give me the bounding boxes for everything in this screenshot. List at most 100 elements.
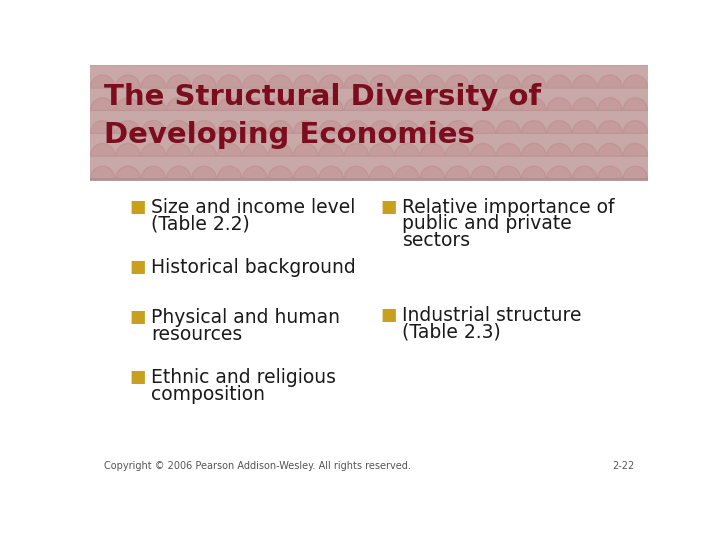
Polygon shape (547, 166, 572, 179)
Polygon shape (471, 120, 495, 133)
Polygon shape (217, 120, 242, 133)
Text: Physical and human: Physical and human (151, 308, 341, 327)
Polygon shape (471, 144, 495, 156)
Polygon shape (294, 120, 318, 133)
Polygon shape (420, 166, 444, 179)
Text: sectors: sectors (402, 231, 471, 250)
Polygon shape (496, 98, 521, 110)
Polygon shape (268, 144, 292, 156)
Polygon shape (268, 98, 292, 110)
Text: Size and income level: Size and income level (151, 198, 356, 217)
Polygon shape (420, 144, 444, 156)
Text: (Table 2.2): (Table 2.2) (151, 214, 250, 233)
Polygon shape (141, 166, 166, 179)
Polygon shape (547, 98, 572, 110)
Polygon shape (496, 144, 521, 156)
Polygon shape (420, 75, 444, 87)
Polygon shape (547, 75, 572, 87)
Polygon shape (319, 144, 343, 156)
Polygon shape (572, 75, 597, 87)
Polygon shape (547, 120, 572, 133)
Polygon shape (166, 166, 191, 179)
Polygon shape (598, 144, 622, 156)
Polygon shape (369, 166, 394, 179)
Polygon shape (116, 144, 140, 156)
Polygon shape (446, 98, 470, 110)
Polygon shape (598, 75, 622, 87)
Text: composition: composition (151, 385, 266, 404)
Polygon shape (522, 98, 546, 110)
Polygon shape (294, 144, 318, 156)
Polygon shape (116, 120, 140, 133)
Polygon shape (116, 75, 140, 87)
Polygon shape (471, 166, 495, 179)
Polygon shape (446, 144, 470, 156)
Polygon shape (522, 120, 546, 133)
Polygon shape (496, 166, 521, 179)
Polygon shape (243, 144, 267, 156)
Polygon shape (369, 120, 394, 133)
Polygon shape (496, 120, 521, 133)
Text: ■: ■ (380, 198, 397, 216)
Polygon shape (141, 144, 166, 156)
Polygon shape (395, 144, 419, 156)
Text: 2-22: 2-22 (612, 462, 634, 471)
Text: (Table 2.3): (Table 2.3) (402, 322, 501, 342)
Bar (90, 65, 648, 179)
Polygon shape (598, 120, 622, 133)
Polygon shape (572, 120, 597, 133)
Polygon shape (471, 75, 495, 87)
Polygon shape (243, 166, 267, 179)
Text: The Structural Diversity of: The Structural Diversity of (104, 83, 541, 111)
Polygon shape (91, 120, 115, 133)
Polygon shape (217, 166, 242, 179)
Polygon shape (344, 144, 369, 156)
Polygon shape (471, 98, 495, 110)
Polygon shape (166, 120, 191, 133)
Text: Ethnic and religious: Ethnic and religious (151, 368, 336, 387)
Polygon shape (294, 75, 318, 87)
Polygon shape (522, 75, 546, 87)
Polygon shape (344, 120, 369, 133)
Text: Industrial structure: Industrial structure (402, 306, 582, 325)
Polygon shape (166, 98, 191, 110)
Polygon shape (319, 120, 343, 133)
Polygon shape (623, 144, 647, 156)
Polygon shape (166, 144, 191, 156)
Polygon shape (192, 120, 216, 133)
Polygon shape (268, 120, 292, 133)
Polygon shape (344, 98, 369, 110)
Polygon shape (496, 75, 521, 87)
Polygon shape (116, 166, 140, 179)
Text: ■: ■ (129, 198, 145, 216)
Polygon shape (446, 166, 470, 179)
Polygon shape (572, 166, 597, 179)
Polygon shape (192, 166, 216, 179)
Polygon shape (192, 144, 216, 156)
Polygon shape (217, 144, 242, 156)
Polygon shape (344, 166, 369, 179)
Polygon shape (166, 75, 191, 87)
Polygon shape (243, 98, 267, 110)
Polygon shape (141, 98, 166, 110)
Text: ■: ■ (129, 308, 145, 326)
Text: ■: ■ (129, 368, 145, 386)
Text: Copyright © 2006 Pearson Addison-Wesley. All rights reserved.: Copyright © 2006 Pearson Addison-Wesley.… (104, 462, 411, 471)
Text: ■: ■ (380, 306, 397, 324)
Polygon shape (319, 98, 343, 110)
Polygon shape (623, 98, 647, 110)
Text: Relative importance of: Relative importance of (402, 198, 615, 217)
Polygon shape (116, 98, 140, 110)
Polygon shape (522, 166, 546, 179)
Polygon shape (446, 120, 470, 133)
Polygon shape (294, 166, 318, 179)
Polygon shape (217, 98, 242, 110)
Polygon shape (395, 166, 419, 179)
Polygon shape (268, 166, 292, 179)
Polygon shape (91, 144, 115, 156)
Polygon shape (294, 98, 318, 110)
Text: Historical background: Historical background (151, 258, 356, 277)
Polygon shape (319, 166, 343, 179)
Polygon shape (369, 98, 394, 110)
Polygon shape (420, 98, 444, 110)
